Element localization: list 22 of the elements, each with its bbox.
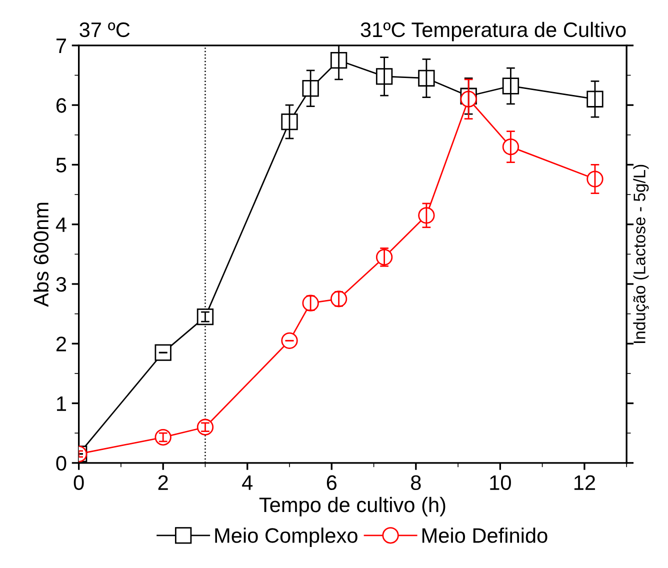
y-tick-label: 6 <box>56 98 66 113</box>
y-tick-label: 2 <box>56 336 66 352</box>
x-tick-label: 6 <box>326 475 337 490</box>
legend-label: Meio Complexo <box>215 528 358 548</box>
x-axis-title: Tempo de cultivo (h) <box>259 496 446 516</box>
y-tick-label: 0 <box>56 456 66 471</box>
x-tick-label: 4 <box>242 475 253 490</box>
x-tick-label: 10 <box>490 475 511 490</box>
x-tick-label: 12 <box>574 475 595 490</box>
y-axis-title: Abs 600nm <box>33 202 49 307</box>
x-tick-label: 0 <box>74 475 84 490</box>
x-tick-label: 8 <box>411 475 421 490</box>
y-tick-label: 5 <box>56 158 66 172</box>
legend-label: Meio Definido <box>422 528 548 543</box>
text: 31ºC Temperatura de Cultivo <box>360 22 626 42</box>
y2-axis-title: Indução (Lactose - 5g/L) <box>633 164 649 343</box>
y-tick-label: 4 <box>56 218 66 232</box>
y-tick-label: 1 <box>57 396 66 411</box>
text: 37 ºC <box>80 22 130 38</box>
y-tick-label: 3 <box>56 277 66 292</box>
y-tick-label: 7 <box>56 38 66 53</box>
x-tick-label: 2 <box>158 475 168 490</box>
